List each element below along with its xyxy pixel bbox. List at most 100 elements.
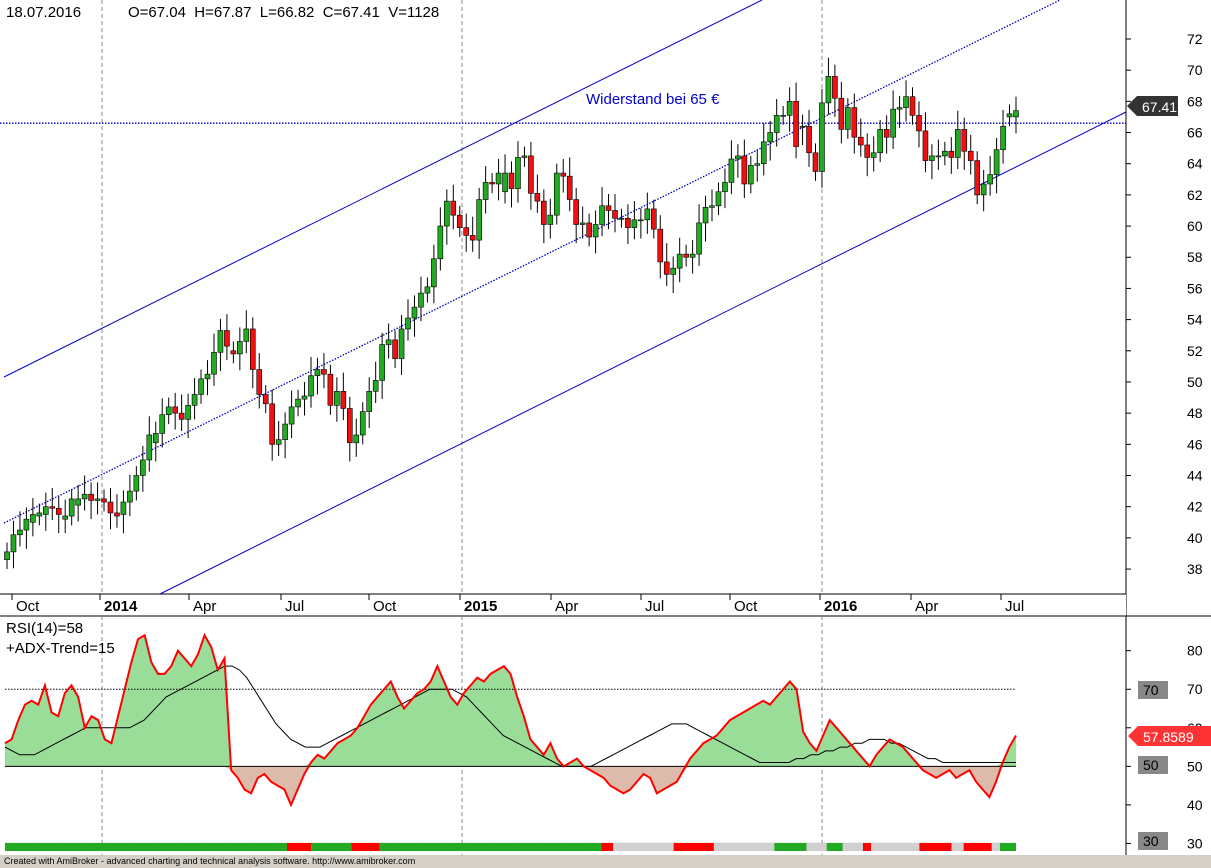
candle-body bbox=[728, 158, 735, 183]
candle bbox=[735, 144, 741, 178]
candle bbox=[366, 377, 373, 428]
candle bbox=[133, 466, 140, 501]
candle-body bbox=[754, 163, 761, 166]
candle-body bbox=[172, 406, 178, 414]
candle-body bbox=[411, 306, 418, 319]
candle-body bbox=[107, 501, 114, 514]
candle-body bbox=[773, 115, 780, 133]
candle-body bbox=[819, 102, 825, 172]
candle-body bbox=[618, 217, 625, 220]
x-tick-label: Apr bbox=[555, 598, 578, 615]
candle bbox=[405, 299, 411, 341]
candle-body bbox=[541, 200, 547, 225]
candle bbox=[625, 204, 631, 244]
candle-body bbox=[431, 258, 437, 288]
candle bbox=[269, 389, 275, 461]
candle bbox=[411, 295, 418, 337]
candle bbox=[696, 204, 702, 266]
footer-credit: Created with AmiBroker - advanced charti… bbox=[0, 855, 1211, 868]
rsi-line bbox=[4, 632, 1017, 808]
candle-body bbox=[528, 155, 534, 194]
candle-body bbox=[515, 157, 521, 189]
candle bbox=[431, 244, 437, 304]
candle bbox=[172, 392, 178, 430]
candle-body bbox=[832, 76, 838, 99]
candle-body bbox=[650, 208, 657, 230]
candle-body bbox=[314, 369, 321, 377]
candle bbox=[204, 360, 211, 396]
candle-body bbox=[599, 205, 605, 225]
candle-body bbox=[967, 150, 974, 161]
candle-body bbox=[670, 267, 676, 275]
candle-body bbox=[165, 406, 172, 416]
candle-body bbox=[702, 207, 709, 224]
candle-body bbox=[948, 150, 955, 158]
price-tick-label: 60 bbox=[1187, 218, 1203, 234]
candle bbox=[586, 213, 592, 247]
candle bbox=[489, 173, 495, 194]
candle-body bbox=[10, 534, 17, 553]
rsi-tick-label: 70 bbox=[1187, 681, 1203, 697]
rsi-tick-label: 30 bbox=[1187, 835, 1203, 851]
price-tick-label: 52 bbox=[1187, 343, 1203, 359]
candle-body bbox=[961, 129, 968, 152]
candle bbox=[450, 184, 457, 230]
candle bbox=[579, 206, 586, 239]
candle-body bbox=[780, 115, 786, 117]
candle-body bbox=[482, 182, 489, 200]
candle bbox=[243, 310, 250, 354]
rsi-fill-below bbox=[5, 766, 1016, 805]
candle-body bbox=[974, 160, 980, 196]
candle-body bbox=[954, 129, 961, 158]
price-tick-label: 46 bbox=[1187, 436, 1203, 452]
candle bbox=[327, 364, 334, 415]
candle bbox=[282, 412, 288, 459]
candle-body bbox=[159, 414, 166, 434]
candle bbox=[663, 243, 670, 287]
trend-bar-segment bbox=[991, 843, 1000, 851]
candle-body bbox=[198, 378, 204, 395]
candle-body bbox=[793, 101, 799, 147]
trend-bar-segment bbox=[713, 843, 775, 851]
trend-bar-segment bbox=[5, 843, 287, 851]
candle bbox=[444, 189, 450, 245]
candle-body bbox=[890, 108, 896, 138]
x-tick-label: Jul bbox=[1005, 598, 1024, 615]
candle-body bbox=[249, 328, 256, 370]
candle bbox=[107, 487, 114, 530]
candle bbox=[159, 398, 166, 448]
price-tick-label: 38 bbox=[1187, 561, 1203, 577]
candle bbox=[676, 237, 683, 283]
candle-body bbox=[23, 518, 30, 531]
median-channel-line bbox=[3, 0, 1061, 524]
candle-body bbox=[631, 219, 638, 228]
candle-body bbox=[101, 498, 107, 503]
trend-bar-segment bbox=[919, 843, 952, 851]
candle-body bbox=[327, 373, 334, 406]
candle-body bbox=[4, 551, 10, 561]
candle-body bbox=[657, 228, 664, 263]
candle-body bbox=[592, 224, 599, 238]
candle-body bbox=[553, 172, 560, 216]
candle bbox=[560, 159, 567, 193]
header-ohlcv: O=67.04 H=67.87 L=66.82 C=67.41 V=1128 bbox=[128, 4, 439, 21]
candle-body bbox=[301, 395, 308, 400]
candle bbox=[722, 168, 728, 209]
candle-body bbox=[838, 97, 845, 130]
price-tick-label: 72 bbox=[1187, 31, 1203, 47]
candle bbox=[101, 489, 107, 512]
candle bbox=[301, 381, 308, 416]
candle-body bbox=[230, 350, 237, 355]
rsi-current-badge: 57.8589 bbox=[1128, 726, 1211, 746]
candle-body bbox=[638, 219, 644, 222]
candle-body bbox=[30, 514, 36, 523]
candle bbox=[55, 496, 62, 534]
candle bbox=[599, 187, 605, 237]
candle bbox=[120, 490, 127, 534]
candle-body bbox=[760, 141, 767, 165]
candle-body bbox=[36, 512, 43, 517]
svg-text:50: 50 bbox=[1143, 757, 1159, 773]
candle bbox=[534, 174, 541, 213]
candle-body bbox=[398, 328, 405, 359]
candle-body bbox=[140, 459, 146, 476]
